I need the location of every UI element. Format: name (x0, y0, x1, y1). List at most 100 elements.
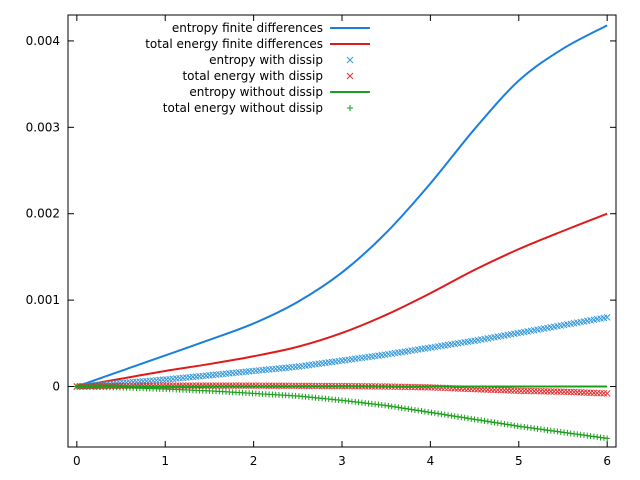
legend-swatch (347, 105, 353, 111)
legend-label: entropy with dissip (209, 53, 323, 67)
series-point (461, 414, 468, 421)
legend-swatch (346, 56, 354, 64)
series-point (425, 409, 432, 416)
series-point (560, 388, 568, 396)
y-tick-label: 0 (52, 380, 60, 394)
series-point (527, 387, 535, 395)
series-point (431, 384, 439, 391)
axis-ticks: 0 1 2 3 4 5 6 0 0.001 0.002 0.003 0.004 (26, 15, 616, 468)
series-point (494, 386, 502, 394)
series-point (587, 389, 594, 397)
x-tick-label: 0 (73, 454, 81, 468)
legend-entry: entropy without dissip (189, 85, 370, 99)
series-line (76, 24, 608, 388)
series-point (501, 386, 508, 394)
series-point (498, 420, 505, 427)
series-point (464, 415, 471, 422)
series-point (511, 422, 518, 429)
x-tick-label: 2 (250, 454, 258, 468)
series-point (604, 435, 611, 442)
series-point (600, 389, 608, 397)
series-point (478, 417, 485, 424)
legend-swatch (346, 72, 354, 80)
series-point (501, 421, 508, 428)
series-point (385, 402, 392, 409)
plot-frame (67, 14, 617, 448)
series-point (537, 387, 545, 395)
series-point (392, 403, 399, 410)
legend-entry: entropy finite differences (172, 21, 370, 35)
legend-label: total energy with dissip (182, 69, 323, 83)
series-point (540, 387, 548, 395)
series-point (491, 386, 498, 394)
series-3 (73, 314, 611, 390)
series-point (494, 419, 501, 426)
x-tick-label: 1 (161, 454, 169, 468)
series-point (448, 412, 455, 419)
series-line (76, 212, 608, 388)
series-point (508, 422, 515, 429)
series-point (577, 389, 584, 396)
series-point (573, 388, 581, 396)
series-point (455, 413, 462, 420)
legend-entry: total energy without dissip (163, 101, 353, 115)
legend-label: entropy without dissip (189, 85, 323, 99)
series-point (514, 387, 522, 395)
x-tick-label: 4 (427, 454, 435, 468)
series-point (451, 413, 458, 420)
series-point (504, 387, 512, 394)
series-point (471, 416, 478, 423)
series-point (497, 386, 505, 394)
series-point (550, 388, 558, 395)
series-point (603, 390, 611, 397)
series-point (481, 417, 488, 424)
series-point (570, 388, 578, 396)
series-point (520, 387, 528, 395)
series-point (603, 314, 611, 321)
series-point (458, 414, 465, 421)
series-point (590, 389, 598, 397)
series-point (567, 388, 575, 396)
series-layer (73, 24, 611, 442)
series-point (524, 387, 531, 395)
series-point (405, 405, 412, 412)
series-point (445, 412, 452, 419)
series-point (534, 387, 541, 395)
series-point (411, 407, 418, 414)
series-point (554, 388, 561, 395)
series-6 (73, 383, 611, 442)
y-tick-label: 0.001 (26, 293, 60, 307)
series-point (517, 387, 525, 395)
series-point (487, 386, 495, 394)
series-point (401, 405, 408, 412)
legend-label: entropy finite differences (172, 21, 323, 35)
legend-label: total energy without dissip (163, 101, 323, 115)
series-point (530, 387, 538, 395)
series-point (435, 410, 442, 417)
series-point (507, 387, 515, 394)
series-point (511, 387, 518, 395)
series-point (468, 415, 475, 422)
series-point (421, 408, 428, 415)
series-point (547, 388, 555, 395)
legend-label: total energy finite differences (145, 37, 323, 51)
series-point (597, 389, 604, 397)
series-point (474, 416, 481, 423)
x-tick-label: 3 (338, 454, 346, 468)
x-tick-label: 6 (603, 454, 611, 468)
series-point (580, 389, 588, 396)
series-point (418, 408, 425, 415)
y-tick-label: 0.002 (26, 207, 60, 221)
legend: entropy finite differences total energy f… (145, 21, 370, 115)
series-point (441, 411, 448, 418)
series-point (488, 418, 495, 425)
y-tick-label: 0.004 (26, 34, 60, 48)
x-tick-label: 5 (515, 454, 523, 468)
series-point (438, 411, 445, 418)
series-point (564, 388, 571, 396)
series-point (408, 406, 415, 413)
series-point (557, 388, 565, 396)
legend-entry: total energy with dissip (182, 69, 354, 83)
series-point (593, 389, 601, 397)
